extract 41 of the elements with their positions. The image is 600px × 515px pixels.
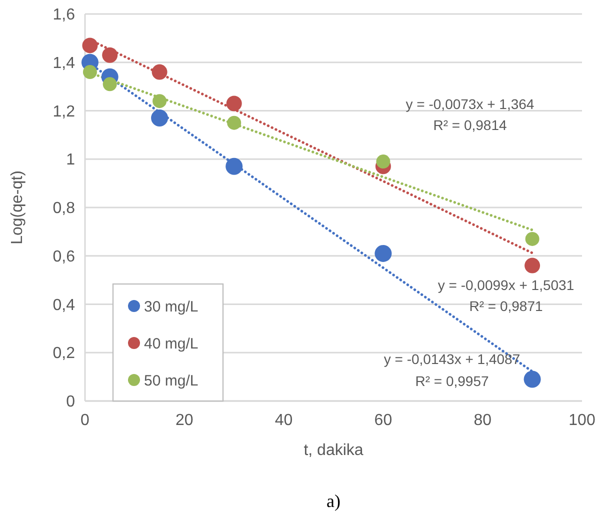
- annotation: y = -0,0099x + 1,5031: [438, 276, 574, 293]
- point: [227, 116, 242, 130]
- y-tick-label: 0,2: [52, 345, 76, 362]
- point: [374, 244, 392, 262]
- annotation: R² = 0,9957: [415, 372, 489, 389]
- text: a): [326, 491, 340, 511]
- legend-label: 30 mg/L: [144, 298, 198, 316]
- point: [524, 370, 541, 388]
- legend-label: 50 mg/L: [144, 372, 198, 390]
- annotation: y = -0,0073x + 1,364: [406, 96, 534, 112]
- point: [376, 154, 390, 169]
- y-tick-label: 0,4: [52, 296, 76, 314]
- y-tick-label: 1,6: [52, 6, 76, 24]
- y-axis-title: Log(qe-qt): [9, 170, 26, 244]
- point: [82, 38, 98, 54]
- y-tick-label: 1: [66, 152, 76, 169]
- y-tick-label: 0,6: [52, 248, 76, 266]
- point: [524, 258, 540, 274]
- point: [525, 232, 540, 246]
- point: [226, 96, 242, 112]
- point: [152, 64, 168, 80]
- annotation: R² = 0,9814: [433, 116, 507, 133]
- x-tick-label: 20: [176, 412, 194, 429]
- point: [102, 47, 118, 63]
- x-tick-label: 0: [80, 412, 90, 429]
- point: [152, 94, 167, 108]
- y-tick-label: 0: [66, 394, 76, 411]
- x-tick-label: 100: [568, 412, 596, 429]
- point: [102, 77, 117, 92]
- x-tick-label: 40: [274, 412, 293, 429]
- y-tick-label: 1,4: [52, 54, 76, 72]
- point: [226, 158, 243, 175]
- legend-label: 40 mg/L: [144, 335, 198, 352]
- y-tick-label: 0,8: [52, 200, 76, 218]
- annotation: R² = 0,9871: [469, 298, 543, 314]
- point: [82, 65, 97, 80]
- x-tick-label: 80: [474, 412, 492, 429]
- point: [151, 110, 168, 127]
- x-axis-title: t, dakika: [304, 442, 364, 459]
- y-tick-label: 1,2: [52, 103, 76, 120]
- x-tick-label: 60: [374, 412, 392, 429]
